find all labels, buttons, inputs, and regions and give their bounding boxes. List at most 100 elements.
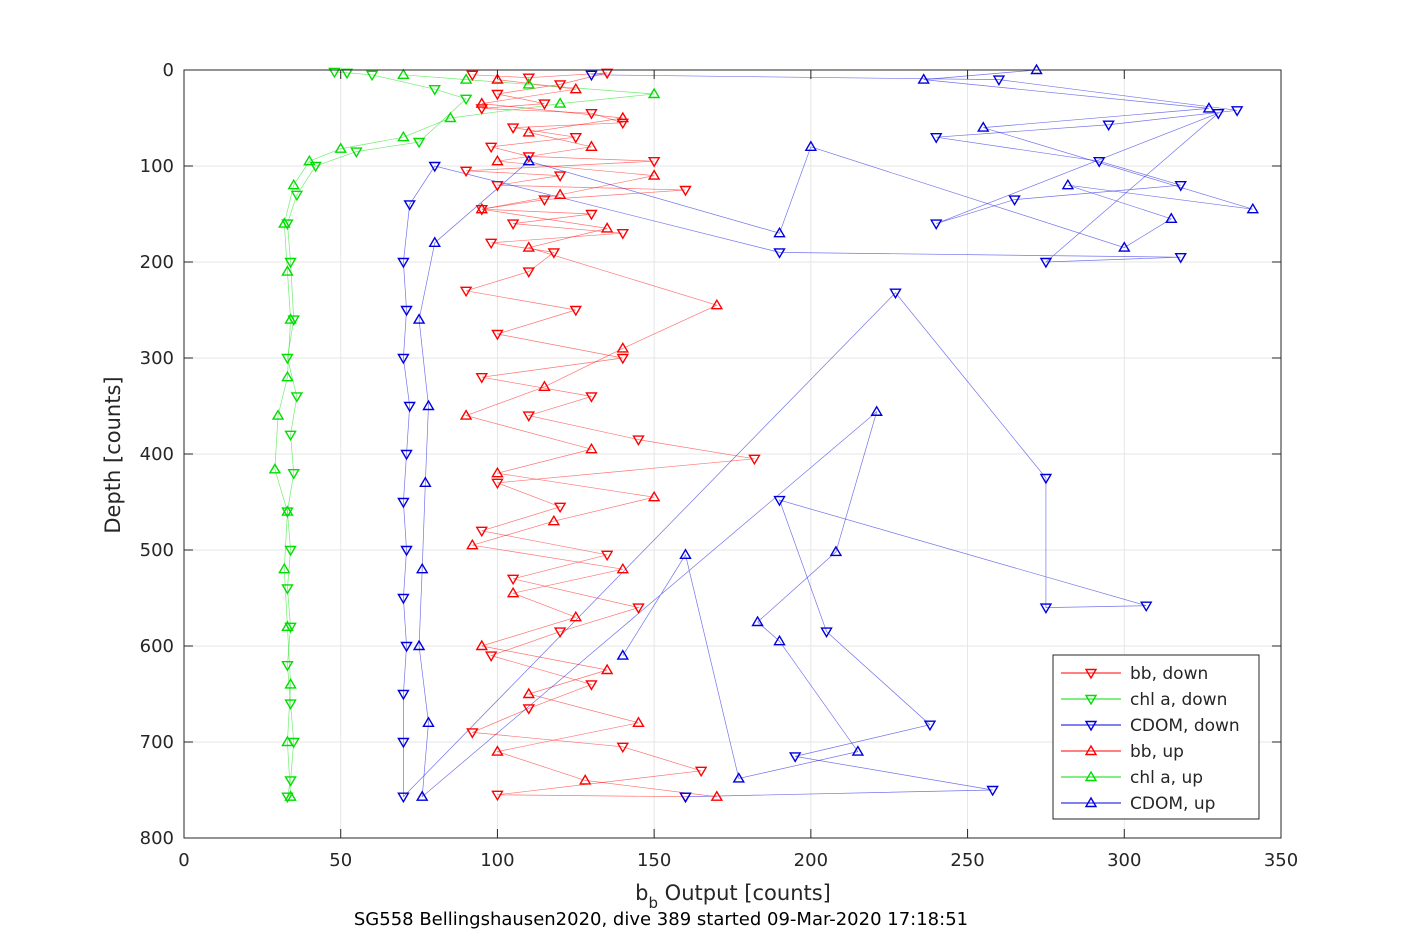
data-point: [484, 142, 498, 154]
data-point: [284, 257, 297, 269]
data-point: [506, 586, 520, 598]
data-point: [547, 248, 561, 259]
data-point: [397, 792, 410, 804]
data-point: [459, 409, 473, 420]
data-point: [538, 380, 551, 391]
data-point: [475, 204, 488, 216]
data-point: [522, 126, 535, 137]
data-point: [397, 130, 410, 142]
data-point: [466, 70, 479, 82]
data-point: [538, 195, 551, 206]
legend-marker: [1084, 770, 1098, 782]
data-point: [522, 704, 535, 715]
data-point: [569, 305, 583, 317]
x-axis-ticks: 0 50 100 150 200 250 300 350: [178, 70, 1298, 871]
data-point: [751, 615, 764, 627]
x-tick-label: 50: [329, 850, 352, 871]
data-point: [679, 185, 692, 197]
data-point: [600, 222, 614, 233]
data-point: [281, 505, 294, 516]
data-point: [851, 745, 865, 756]
data-point: [600, 663, 614, 675]
data-point: [930, 132, 943, 144]
data-point: [522, 73, 535, 85]
data-point: [397, 497, 410, 509]
data-point: [397, 353, 410, 365]
data-point: [412, 137, 426, 149]
data-point: [403, 401, 416, 413]
data-point: [578, 774, 592, 785]
data-point: [522, 267, 535, 278]
data-point: [397, 593, 410, 605]
x-tick-label: 250: [950, 850, 984, 871]
data-point: [475, 639, 488, 651]
data-point: [459, 286, 473, 298]
data-point: [419, 476, 432, 487]
data-point: [748, 454, 761, 466]
legend-marker: [1084, 668, 1098, 680]
data-point: [459, 94, 473, 106]
series-line: [465, 72, 755, 798]
series-line: [287, 71, 467, 797]
series-5: [412, 63, 1260, 801]
data-point: [281, 507, 294, 518]
data-point: [930, 219, 943, 230]
data-point: [569, 82, 583, 94]
legend: bb, down chl a, down CDOM, down bb, up chl a…: [1052, 654, 1260, 820]
y-tick-label: 300: [140, 348, 174, 369]
data-point: [281, 735, 294, 747]
data-point: [422, 716, 435, 727]
data-point: [506, 123, 520, 134]
data-point: [616, 111, 630, 123]
y-axis-ticks: 0 100 200 300 400 500 600 700 800: [140, 60, 1281, 849]
data-point: [1174, 180, 1187, 192]
x-tick-label: 0: [178, 850, 189, 871]
data-point: [278, 217, 291, 228]
data-point: [491, 466, 504, 478]
data-point: [1061, 178, 1075, 190]
data-point: [400, 305, 413, 317]
data-point: [917, 73, 930, 84]
y-tick-label: 500: [140, 540, 174, 561]
data-point: [284, 776, 297, 787]
data-point: [986, 785, 999, 797]
data-point: [281, 370, 294, 382]
data-point: [281, 620, 294, 631]
series-line: [418, 69, 1253, 798]
data-point: [820, 627, 833, 638]
legend-label: chl a, down: [1130, 690, 1227, 710]
legend-marker: [1084, 796, 1098, 808]
legend-marker: [1084, 694, 1098, 706]
data-point: [491, 790, 504, 802]
y-tick-label: 700: [140, 732, 174, 753]
data-point: [870, 405, 883, 416]
data-point: [1165, 212, 1178, 224]
data-point: [428, 161, 441, 173]
data-point: [284, 622, 297, 634]
data-point: [1008, 195, 1021, 206]
data-point: [632, 603, 645, 614]
x-tick-label: 150: [637, 850, 671, 871]
data-point: [569, 132, 583, 144]
data-point: [585, 140, 598, 152]
data-point: [773, 495, 786, 507]
data-point: [397, 689, 410, 701]
data-point: [679, 792, 692, 804]
data-point: [585, 209, 598, 221]
data-point: [923, 720, 937, 732]
data-point: [522, 241, 535, 252]
data-point: [466, 538, 479, 550]
data-point: [287, 178, 300, 190]
data-point: [268, 462, 282, 474]
data-point: [522, 411, 535, 422]
data-point: [616, 562, 630, 574]
data-point: [284, 313, 297, 324]
y-tick-label: 200: [140, 252, 174, 273]
data-point: [491, 73, 504, 84]
data-point: [491, 329, 504, 341]
series-1: [281, 67, 473, 804]
data-point: [397, 68, 410, 80]
data-point: [632, 716, 645, 727]
data-point: [484, 238, 498, 250]
